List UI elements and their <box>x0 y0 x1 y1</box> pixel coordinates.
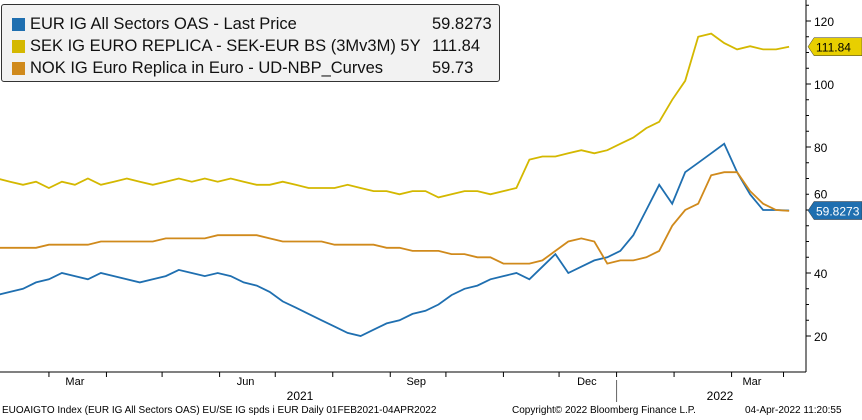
legend-value: 59.73 <box>432 58 474 77</box>
legend-label: EUR IG All Sectors OAS - Last Price <box>30 14 297 33</box>
last-value-label: 111.84 <box>816 41 851 55</box>
year-label: 2022 <box>707 389 734 403</box>
series-line-2 <box>0 171 790 265</box>
y-tick-label: 60 <box>814 188 828 202</box>
x-tick-label: Jun <box>237 376 255 388</box>
legend-label: NOK IG Euro Replica in Euro - UD-NBP_Cur… <box>30 58 384 77</box>
plot-area: 20 40 60 80 100 120 Mar Jun Sep Dec Mar 2021 2022 111… <box>0 0 862 403</box>
legend-value: 59.8273 <box>432 14 492 33</box>
legend-item-sek: SEK IG EURO REPLICA - SEK-EUR BS (3Mv3M)… <box>12 35 492 57</box>
legend-label: SEK IG EURO REPLICA - SEK-EUR BS (3Mv3M)… <box>30 36 421 55</box>
legend-swatch <box>12 17 25 31</box>
last-value-tag <box>807 37 862 56</box>
y-tick-label: 20 <box>814 330 828 344</box>
legend-swatch <box>12 61 25 75</box>
footer-timestamp: 04-Apr-2022 11:20:55 <box>745 405 842 416</box>
y-tick-label: 120 <box>814 15 834 29</box>
y-tick-label: 40 <box>814 267 828 281</box>
last-value-tag <box>807 201 862 220</box>
footer-description: EUOAIGTO Index (EUR IG All Sectors OAS) … <box>2 405 437 416</box>
legend-swatch <box>12 39 25 53</box>
legend: EUR IG All Sectors OAS - Last Price 59.82… <box>1 4 500 82</box>
x-tick-label: Sep <box>406 376 426 388</box>
y-tick-label: 80 <box>814 141 828 155</box>
year-label: 2021 <box>287 389 314 403</box>
footer-copyright: Copyright© 2022 Bloomberg Finance L.P. <box>512 405 696 416</box>
legend-item-nok: NOK IG Euro Replica in Euro - UD-NBP_Cur… <box>12 57 492 79</box>
y-tick-label: 100 <box>814 78 834 92</box>
legend-item-eur: EUR IG All Sectors OAS - Last Price 59.82… <box>12 13 492 35</box>
series-line-1 <box>0 32 790 199</box>
x-tick-label: Mar <box>65 376 84 388</box>
series-line-0 <box>0 142 790 337</box>
x-tick-label: Mar <box>743 376 762 388</box>
last-value-label: 59.8273 <box>816 205 860 219</box>
legend-value: 111.84 <box>432 36 481 55</box>
x-tick-label: Dec <box>577 376 597 388</box>
